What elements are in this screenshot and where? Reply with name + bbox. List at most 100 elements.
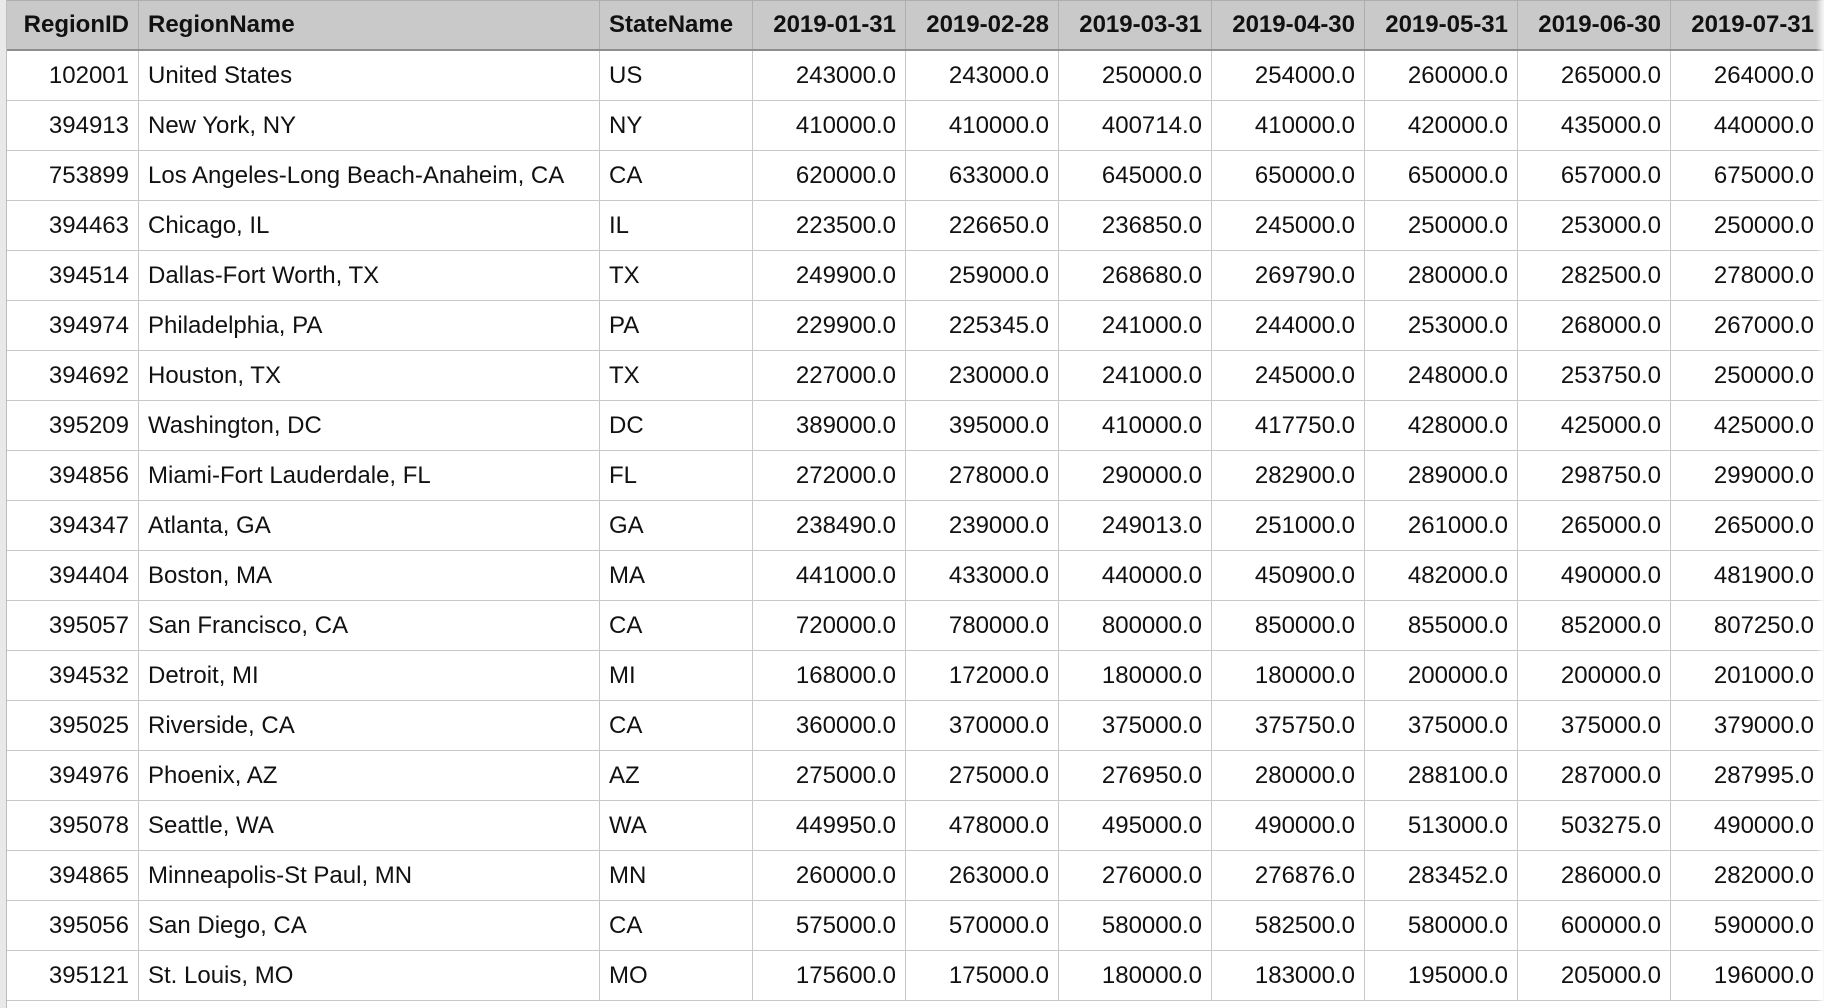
table-row[interactable]: 394974 Philadelphia, PA PA 229900.0 225345.0… [0,300,1824,351]
cell-value[interactable]: 375000.0 [1364,700,1518,751]
cell-regionid[interactable]: 394976 [0,750,139,801]
cell-value[interactable]: 226650.0 [905,200,1059,251]
cell-value[interactable]: 278000.0 [905,450,1059,501]
cell-value[interactable]: 268000.0 [1517,300,1671,351]
cell-value[interactable]: 503275.0 [1517,800,1671,851]
cell-value[interactable]: 254000.0 [1211,49,1365,101]
cell-regionid[interactable]: 394974 [0,300,139,351]
cell-value[interactable]: 395000.0 [905,400,1059,451]
cell-value[interactable]: 370000.0 [905,700,1059,751]
table-row[interactable]: 102001 United States US 243000.0 243000.0 250… [0,49,1824,101]
cell-value[interactable]: 250000.0 [1364,200,1518,251]
cell-value[interactable]: 400714.0 [1058,100,1212,151]
cell-value[interactable]: 245000.0 [1211,200,1365,251]
cell-regionname[interactable]: Boston, MA [138,550,600,601]
cell-regionid[interactable]: 394404 [0,550,139,601]
cell-value[interactable]: 298750.0 [1517,450,1671,501]
cell-regionid[interactable]: 394347 [0,500,139,551]
cell-value[interactable]: 375750.0 [1211,700,1365,751]
cell-value[interactable]: 490000.0 [1211,800,1365,851]
cell-value[interactable]: 513000.0 [1364,800,1518,851]
cell-value[interactable]: 582500.0 [1211,900,1365,951]
table-row[interactable]: 394532 Detroit, MI MI 168000.0 172000.0 18000… [0,650,1824,701]
column-header-regionname[interactable]: RegionName [138,0,600,51]
cell-value[interactable]: 175000.0 [905,950,1059,1001]
cell-value[interactable]: 287995.0 [1670,750,1824,801]
cell-value[interactable]: 482000.0 [1364,550,1518,601]
cell-value[interactable]: 288100.0 [1364,750,1518,801]
cell-regionid[interactable]: 395056 [0,900,139,951]
cell-value[interactable]: 243000.0 [752,49,906,101]
cell-value[interactable]: 282900.0 [1211,450,1365,501]
cell-value[interactable]: 289000.0 [1364,450,1518,501]
cell-value[interactable]: 410000.0 [905,100,1059,151]
cell-statename[interactable]: MI [599,650,753,701]
cell-regionname[interactable]: New York, NY [138,100,600,151]
cell-value[interactable]: 260000.0 [752,850,906,901]
cell-statename[interactable]: FL [599,450,753,501]
cell-value[interactable]: 268680.0 [1058,250,1212,301]
table-row[interactable]: 395025 Riverside, CA CA 360000.0 370000.0 375… [0,700,1824,751]
cell-value[interactable]: 379000.0 [1670,700,1824,751]
cell-value[interactable]: 375000.0 [1517,700,1671,751]
cell-statename[interactable]: CA [599,900,753,951]
cell-regionid[interactable]: 395121 [0,950,139,1001]
cell-regionname[interactable]: Seattle, WA [138,800,600,851]
cell-value[interactable]: 243000.0 [905,49,1059,101]
cell-statename[interactable]: GA [599,500,753,551]
cell-statename[interactable]: CA [599,700,753,751]
cell-value[interactable]: 265000.0 [1670,500,1824,551]
cell-value[interactable]: 180000.0 [1058,650,1212,701]
cell-value[interactable]: 238490.0 [752,500,906,551]
cell-statename[interactable]: MA [599,550,753,601]
cell-value[interactable]: 272000.0 [752,450,906,501]
cell-value[interactable]: 241000.0 [1058,300,1212,351]
cell-value[interactable]: 267000.0 [1670,300,1824,351]
cell-value[interactable]: 280000.0 [1364,250,1518,301]
cell-value[interactable]: 248000.0 [1364,350,1518,401]
table-row[interactable]: 394404 Boston, MA MA 441000.0 433000.0 440000… [0,550,1824,601]
cell-value[interactable]: 417750.0 [1211,400,1365,451]
column-header-regionid[interactable]: RegionID [0,0,139,51]
cell-value[interactable]: 275000.0 [905,750,1059,801]
cell-value[interactable]: 275000.0 [752,750,906,801]
cell-statename[interactable]: DC [599,400,753,451]
cell-statename[interactable]: MN [599,850,753,901]
cell-value[interactable]: 269790.0 [1211,250,1365,301]
cell-value[interactable]: 175600.0 [752,950,906,1001]
cell-value[interactable]: 425000.0 [1670,400,1824,451]
cell-value[interactable]: 440000.0 [1058,550,1212,601]
cell-value[interactable]: 245000.0 [1211,350,1365,401]
cell-value[interactable]: 657000.0 [1517,150,1671,201]
cell-value[interactable]: 428000.0 [1364,400,1518,451]
cell-value[interactable]: 410000.0 [752,100,906,151]
table-row[interactable]: 394692 Houston, TX TX 227000.0 230000.0 24100… [0,350,1824,401]
cell-value[interactable]: 276950.0 [1058,750,1212,801]
cell-value[interactable]: 600000.0 [1517,900,1671,951]
cell-value[interactable]: 180000.0 [1058,950,1212,1001]
cell-value[interactable]: 230000.0 [905,350,1059,401]
column-header-2019-07-31[interactable]: 2019-07-31 [1670,0,1824,51]
cell-value[interactable]: 410000.0 [1211,100,1365,151]
cell-value[interactable]: 264000.0 [1670,49,1824,101]
cell-value[interactable]: 800000.0 [1058,600,1212,651]
cell-value[interactable]: 200000.0 [1364,650,1518,701]
cell-regionid[interactable]: 395078 [0,800,139,851]
cell-regionid[interactable]: 395025 [0,700,139,751]
cell-value[interactable]: 225345.0 [905,300,1059,351]
cell-statename[interactable]: AZ [599,750,753,801]
cell-value[interactable]: 780000.0 [905,600,1059,651]
cell-value[interactable]: 250000.0 [1058,49,1212,101]
cell-regionid[interactable]: 394514 [0,250,139,301]
table-row[interactable]: 395209 Washington, DC DC 389000.0 395000.0 41… [0,400,1824,451]
cell-statename[interactable]: CA [599,600,753,651]
table-row[interactable]: 394463 Chicago, IL IL 223500.0 226650.0 23685… [0,200,1824,251]
table-row[interactable]: 395078 Seattle, WA WA 449950.0 478000.0 49500… [0,800,1824,851]
column-header-2019-02-28[interactable]: 2019-02-28 [905,0,1059,51]
cell-regionname[interactable]: Atlanta, GA [138,500,600,551]
cell-value[interactable]: 299000.0 [1670,450,1824,501]
cell-statename[interactable]: CA [599,150,753,201]
cell-regionname[interactable]: San Francisco, CA [138,600,600,651]
cell-value[interactable]: 183000.0 [1211,950,1365,1001]
cell-value[interactable]: 172000.0 [905,650,1059,701]
